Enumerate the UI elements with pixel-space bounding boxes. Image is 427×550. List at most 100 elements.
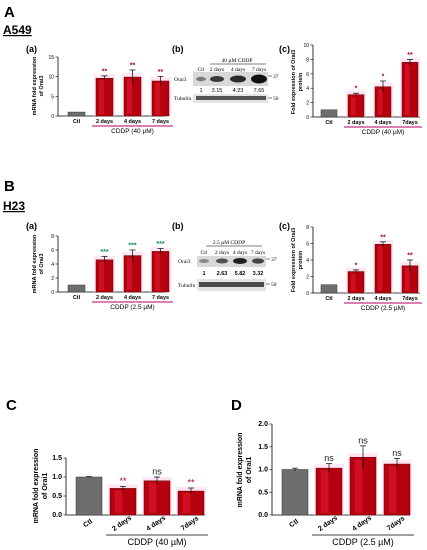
bar-highlight: [148, 482, 157, 513]
blot-marker: 37: [273, 74, 279, 80]
blot-row-label: Orai3: [178, 259, 191, 265]
y-tick-label: 2.0: [258, 421, 268, 428]
blot-lane-label: Ctl: [201, 250, 208, 256]
bar-7days: [151, 251, 170, 293]
bar-4days: [374, 244, 392, 294]
blot-lane-label: 2 days: [215, 250, 229, 256]
blot-band: [233, 258, 247, 264]
blot-quant-value: 5.82: [235, 271, 246, 277]
significance-label: ***: [128, 243, 136, 250]
bar-Ctl: [320, 284, 338, 294]
bar-2days: [95, 77, 114, 117]
y-axis-label: mRNA fold expression of Orai1: [33, 449, 49, 524]
y-tick-label: 1.5: [258, 444, 268, 451]
y-axis-label: mRNA fold expression of Orai1: [237, 433, 253, 508]
significance-label: ns: [152, 467, 162, 477]
y-tick-label: 6: [306, 72, 309, 78]
x-tick-label: 7days: [180, 515, 200, 532]
condition-label: CDDP (40 µM): [362, 129, 405, 136]
x-tick-label: 7days: [386, 515, 406, 532]
significance-label: **: [102, 68, 108, 75]
bar-7days: [151, 80, 170, 117]
bar-4days: [143, 480, 171, 516]
bar-highlight: [350, 273, 356, 291]
blot-band: [251, 74, 267, 84]
significance-label: **: [187, 478, 195, 488]
y-axis-label: mRNA fold expressionof Orai3: [32, 56, 45, 115]
bar-highlight: [354, 459, 363, 513]
x-tick-label: 7days: [402, 120, 418, 126]
bar-highlight: [404, 267, 410, 291]
x-tick-label: 7 days: [152, 295, 169, 301]
y-tick-label: 8: [306, 225, 309, 231]
significance-label: *: [382, 74, 385, 81]
x-tick-label: 4 days: [374, 120, 391, 126]
x-tick-label: 2 days: [347, 296, 364, 302]
x-tick-label: 2 days: [96, 119, 113, 125]
x-tick-label: Ctl: [288, 518, 300, 529]
significance-label: **: [407, 52, 413, 59]
y-tick-label: 2: [306, 101, 309, 107]
blot-quant-value: 1: [202, 271, 205, 277]
subpanel-label-Bb: (b): [172, 221, 184, 231]
blot-quant-value: 4.23: [233, 88, 244, 94]
y-tick-label: 1.0: [52, 474, 62, 481]
bar-highlight: [127, 257, 133, 290]
western-blot-B: 2.5 µM CDDP Ctl 2 days 4 days 7 days Ora…: [178, 240, 277, 291]
y-tick-label: 1.0: [258, 467, 268, 474]
y-tick-label: 10: [48, 75, 54, 81]
blot-quant-value: 2.63: [217, 271, 228, 277]
subpanel-label-Ab: (b): [172, 44, 184, 54]
significance-label: **: [119, 476, 127, 486]
significance-label: **: [380, 234, 386, 241]
cell-line-H23: H23: [3, 199, 25, 213]
blot-quant-value: 1: [199, 88, 202, 94]
blot-band: [196, 76, 206, 82]
bar-highlight: [155, 253, 161, 290]
blot-band: [199, 259, 209, 263]
blot-marker: 37: [271, 257, 277, 263]
panel-label-B: B: [4, 178, 15, 195]
y-tick-label: 0.0: [258, 512, 268, 519]
blot-treatment-label: 40 µM CDDP: [222, 58, 253, 64]
x-tick-label: Ctl: [325, 296, 333, 302]
y-tick-label: 0.5: [258, 489, 268, 496]
y-tick-label: 0: [306, 115, 309, 121]
x-tick-label: 4 days: [124, 295, 141, 301]
subpanel-label-Bc: (c): [279, 221, 290, 231]
bar-highlight: [99, 80, 105, 114]
y-tick-label: 5: [51, 94, 54, 100]
x-tick-label: 2 days: [96, 295, 113, 301]
blot-band: [199, 282, 264, 287]
chart-B-a: 0 2 4 6 8 mRNA fold expressionof Orai3 Ctl *** 2…: [32, 234, 173, 311]
x-tick-label: 2 days: [317, 515, 339, 533]
y-tick-label: 2: [306, 275, 309, 281]
blot-row-label: Tubulin: [178, 283, 195, 289]
x-tick-label: 7days: [402, 296, 418, 302]
bar-highlight: [320, 470, 329, 513]
x-tick-label: 4 days: [374, 296, 391, 302]
bar-highlight: [350, 96, 356, 115]
blot-quant-value: 3.32: [253, 271, 264, 277]
bar-7days: [383, 463, 411, 516]
bar-2days: [347, 94, 365, 118]
bar-highlight: [377, 246, 383, 291]
panel-label-C: C: [6, 397, 17, 414]
blot-lane-label: 4 days: [233, 250, 247, 256]
significance-label: **: [130, 62, 136, 69]
blot-band: [252, 258, 264, 264]
bar-highlight: [377, 88, 383, 115]
significance-label: ns: [324, 453, 334, 463]
condition-label: CDDP (2.5 µM): [361, 305, 405, 312]
blot-lane-label: 7 days: [252, 67, 266, 73]
y-tick-label: 0: [51, 114, 54, 120]
bar-highlight: [388, 466, 397, 513]
bar-7days: [177, 490, 205, 516]
panel-label-D: D: [231, 397, 242, 414]
significance-label: ***: [100, 249, 108, 256]
blot-lane-label: Ctl: [198, 67, 205, 73]
y-axis-label: Fold expression of Orai3protein: [291, 228, 304, 293]
blot-band: [216, 258, 228, 264]
